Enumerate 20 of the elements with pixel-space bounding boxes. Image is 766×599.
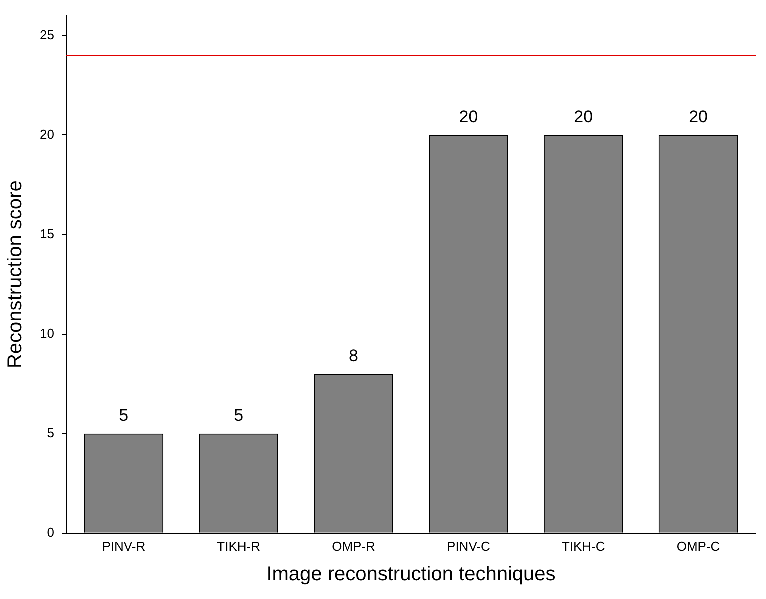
x-tick-label: TIKH-C [562, 538, 606, 554]
data-label: 5 [119, 406, 129, 426]
x-tick-label: PINV-R [102, 538, 146, 554]
x-tick-label: OMP-R [332, 538, 376, 554]
y-tick-label: 10 [40, 326, 54, 341]
data-label: 20 [574, 107, 594, 126]
y-tick-label: 5 [47, 425, 54, 440]
y-tick-label: 25 [40, 27, 54, 42]
data-label: 20 [689, 107, 708, 126]
data-label: 20 [459, 107, 478, 126]
x-tick-label: OMP-C [676, 538, 720, 554]
y-tick-label: 15 [40, 226, 54, 242]
y-axis-title: Reconstruction score [4, 180, 27, 369]
x-tick-label: TIKH-R [217, 538, 261, 554]
data-label: 8 [349, 346, 359, 366]
x-axis-title: Image reconstruction techniques [266, 564, 556, 586]
y-tick-label: 0 [47, 524, 54, 540]
y-tick-label: 20 [40, 126, 54, 142]
data-label: 5 [234, 406, 244, 426]
x-tick-label: PINV-C [447, 538, 490, 554]
